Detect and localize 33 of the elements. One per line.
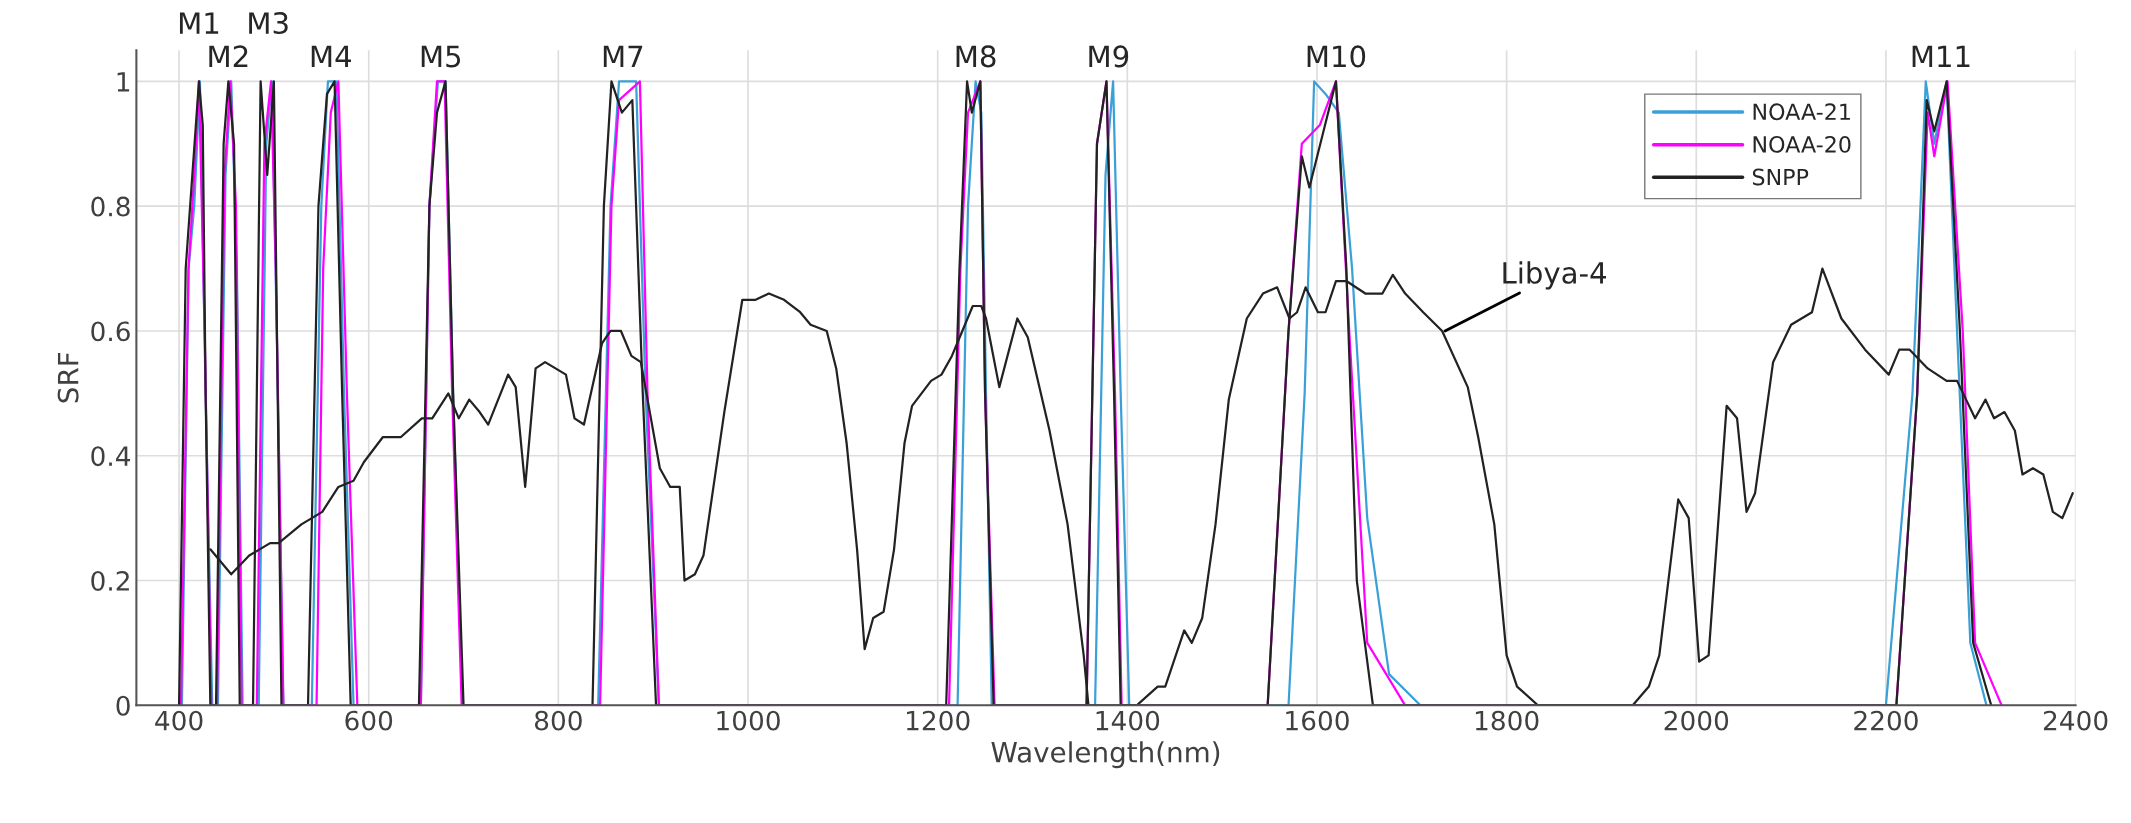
y-axis-title: SRF	[57, 352, 79, 403]
y-tick-label: 1	[117, 72, 130, 92]
x-tick-label: 2000	[1664, 710, 1729, 731]
x-tick-label: 2400	[2043, 710, 2108, 731]
legend-label: NOAA-21	[1753, 103, 1850, 121]
x-tick-label: 2200	[1854, 710, 1918, 731]
x-tick-label: 1800	[1475, 710, 1539, 731]
annotation: M5	[421, 45, 461, 68]
x-tick-label: 400	[155, 710, 203, 731]
annotation: M7	[603, 45, 643, 67]
x-tick-label: 800	[534, 710, 582, 731]
x-tick-label: 1400	[1096, 710, 1160, 731]
y-tick-label: 0.6	[91, 321, 130, 342]
annotation: M3	[249, 12, 288, 35]
annotation: M4	[311, 45, 351, 67]
legend-label: SNPP	[1752, 168, 1809, 186]
x-tick-label: 1600	[1286, 710, 1349, 731]
x-tick-label: 1200	[906, 710, 970, 731]
y-tick-label: 0.2	[91, 570, 129, 591]
y-tick-label: 0.8	[91, 196, 130, 217]
y-tick-label: 0	[116, 695, 130, 716]
annotation: M11	[1912, 45, 1970, 67]
x-tick-label: 1000	[717, 710, 780, 731]
legend-label: NOAA-20	[1753, 135, 1851, 153]
y-tick-label: 0.4	[91, 446, 131, 467]
annotation: M1	[179, 12, 219, 34]
annotation: M9	[1089, 45, 1129, 68]
annotation: M8	[956, 45, 996, 68]
annotation: M2	[209, 45, 248, 67]
annotation: Libya-4	[1503, 261, 1606, 290]
annotation: M10	[1307, 45, 1366, 68]
x-axis-title: Wavelength(nm)	[991, 741, 1220, 769]
x-tick-label: 600	[345, 710, 393, 731]
